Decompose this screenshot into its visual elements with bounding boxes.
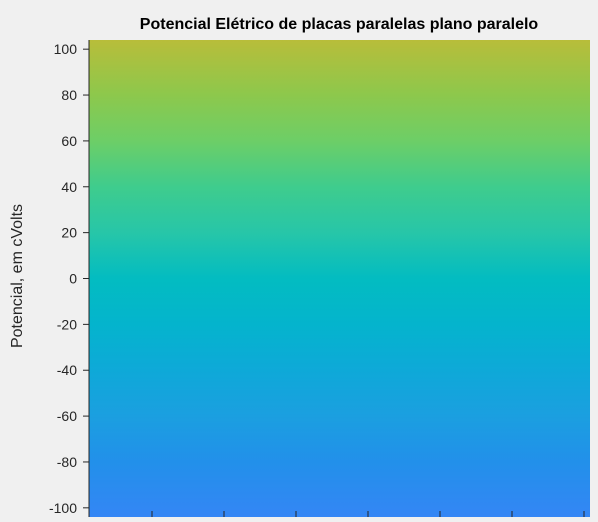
y-tick-label: -40 — [57, 362, 77, 378]
x-axis-ticks — [151, 511, 585, 517]
y-tick-label: 40 — [61, 179, 77, 195]
y-tick-label: 20 — [61, 225, 77, 241]
y-tick-label: 60 — [61, 133, 77, 149]
potential-heatmap — [89, 40, 590, 517]
chart-title: Potencial Elétrico de placas paralelas p… — [140, 16, 539, 33]
y-tick-label: -100 — [49, 500, 77, 516]
y-tick-label: 0 — [69, 271, 77, 287]
y-tick-label: -80 — [57, 454, 77, 470]
y-axis-label: Potencial, em cVolts — [9, 204, 26, 348]
y-tick-label: 80 — [61, 87, 77, 103]
y-tick-label: 100 — [54, 41, 78, 57]
y-axis-ticks: 100 80 60 40 20 0 -20 -40 -60 -80 -100 — [49, 41, 89, 516]
y-tick-label: -20 — [57, 316, 77, 332]
y-tick-label: -60 — [57, 408, 77, 424]
